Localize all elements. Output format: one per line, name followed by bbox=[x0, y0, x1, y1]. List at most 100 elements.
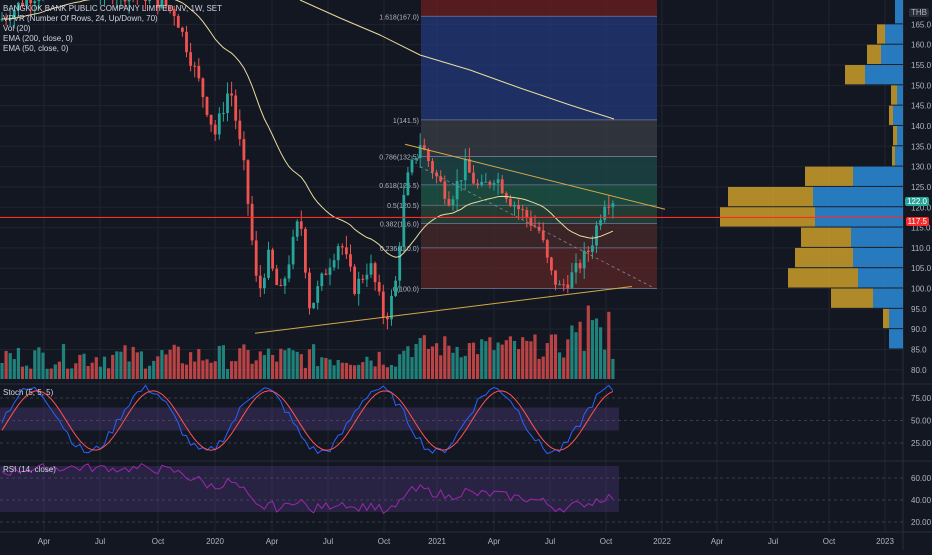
candle-body bbox=[324, 273, 328, 275]
volume-bar bbox=[41, 352, 45, 379]
volume-bar bbox=[287, 348, 291, 379]
candle-body bbox=[287, 264, 291, 279]
legend-ema200[interactable]: EMA (200, close, 0) bbox=[3, 34, 73, 43]
x-tick-label: Jul bbox=[545, 537, 555, 546]
vp-bar-up bbox=[865, 65, 903, 85]
volume-bar bbox=[111, 354, 115, 379]
candle-body bbox=[509, 198, 512, 206]
volume-bar bbox=[447, 345, 451, 379]
candle-body bbox=[168, 6, 172, 10]
volume-bar bbox=[74, 363, 78, 379]
vp-bar-down bbox=[805, 166, 853, 186]
volume-bar bbox=[418, 337, 422, 379]
y-tick-label: 90.0 bbox=[911, 325, 927, 334]
volume-bar bbox=[123, 345, 127, 379]
vp-bar-up bbox=[851, 227, 903, 247]
volume-bar bbox=[504, 340, 508, 379]
candle-body bbox=[406, 172, 410, 196]
candle-body bbox=[611, 203, 615, 208]
volume-bar bbox=[525, 340, 529, 379]
candle-body bbox=[242, 139, 246, 161]
vp-bar-up bbox=[858, 268, 903, 288]
volume-bar bbox=[303, 367, 307, 379]
y-tick-label: 115.0 bbox=[911, 224, 931, 233]
candle-body bbox=[603, 206, 607, 221]
candle-body bbox=[586, 250, 590, 253]
volume-bar bbox=[570, 325, 574, 379]
volume-bar bbox=[389, 364, 394, 379]
volume-bar bbox=[545, 343, 549, 379]
candle-body bbox=[541, 230, 545, 241]
volume-bar bbox=[29, 368, 33, 379]
volume-bar bbox=[102, 356, 107, 379]
volume-bar bbox=[66, 368, 70, 379]
candle-body bbox=[353, 266, 356, 294]
volume-bar bbox=[328, 359, 332, 379]
candle-body bbox=[349, 254, 352, 267]
stoch-label[interactable]: Stoch (5, 5, 5) bbox=[3, 388, 54, 397]
candle-body bbox=[258, 275, 262, 289]
volume-bar bbox=[394, 366, 398, 379]
candle-body bbox=[160, 0, 164, 8]
candle-body bbox=[357, 278, 361, 294]
candle-body bbox=[320, 273, 324, 287]
volume-bar bbox=[217, 345, 221, 379]
stoch-k-line bbox=[1, 384, 614, 455]
legend-symbol[interactable]: BANGKOK BANK PUBLIC COMPANY LIMITED NV, … bbox=[3, 4, 223, 13]
currency-badge[interactable]: THB bbox=[909, 8, 929, 17]
candle-body bbox=[488, 181, 492, 185]
volume-bar bbox=[0, 362, 4, 379]
volume-bar bbox=[184, 364, 189, 379]
candle-body bbox=[459, 180, 463, 182]
volume-bar bbox=[107, 368, 111, 379]
candle-body bbox=[513, 205, 516, 207]
legend-vol[interactable]: Vol (20) bbox=[3, 24, 31, 33]
volume-bar bbox=[213, 361, 217, 379]
candle-body bbox=[574, 263, 578, 273]
candle-body bbox=[304, 228, 307, 273]
vp-bar-down bbox=[893, 125, 897, 146]
volume-bar bbox=[541, 356, 545, 379]
candle-body bbox=[390, 295, 393, 320]
stoch-d-line bbox=[1, 390, 614, 451]
volume-bar bbox=[143, 368, 148, 379]
volume-bar bbox=[131, 346, 135, 379]
volume-bar bbox=[607, 311, 611, 379]
volume-bar bbox=[496, 342, 500, 379]
x-tick-label: Apr bbox=[711, 537, 724, 546]
volume-bar bbox=[299, 354, 303, 379]
vp-bar-up bbox=[813, 186, 903, 207]
candle-body bbox=[529, 217, 533, 226]
vp-bar-up bbox=[881, 44, 903, 65]
volume-bar bbox=[156, 356, 160, 379]
candle-body bbox=[468, 159, 471, 173]
candle-body bbox=[414, 158, 418, 160]
vp-bar-up bbox=[889, 308, 903, 329]
vp-bar-up bbox=[895, 0, 903, 24]
volume-bar bbox=[537, 358, 541, 379]
volume-bar bbox=[266, 348, 271, 379]
volume-bar bbox=[86, 366, 90, 379]
rsi-label[interactable]: RSI (14, close) bbox=[3, 465, 56, 474]
candle-body bbox=[570, 272, 574, 288]
y-tick-label: 125.0 bbox=[911, 183, 932, 192]
candle-body bbox=[361, 278, 365, 280]
candle-body bbox=[271, 249, 274, 269]
candle-body bbox=[447, 198, 451, 206]
volume-bar bbox=[529, 341, 533, 379]
legend-vpvr[interactable]: VPVR (Number Of Rows, 24, Up/Down, 70) bbox=[3, 14, 158, 23]
legend-ema50[interactable]: EMA (50, close, 0) bbox=[3, 44, 69, 53]
y-tick-label: 95.0 bbox=[911, 305, 927, 314]
candle-body bbox=[410, 159, 414, 173]
volume-bar bbox=[160, 350, 164, 379]
volume-bar bbox=[258, 351, 262, 379]
projection-line bbox=[419, 166, 656, 289]
candle-body bbox=[398, 246, 402, 281]
candle-body bbox=[472, 172, 475, 184]
x-tick-label: Oct bbox=[378, 537, 391, 546]
volume-bar bbox=[246, 349, 250, 379]
vp-bar-up bbox=[897, 125, 903, 146]
volume-bar bbox=[558, 352, 562, 379]
